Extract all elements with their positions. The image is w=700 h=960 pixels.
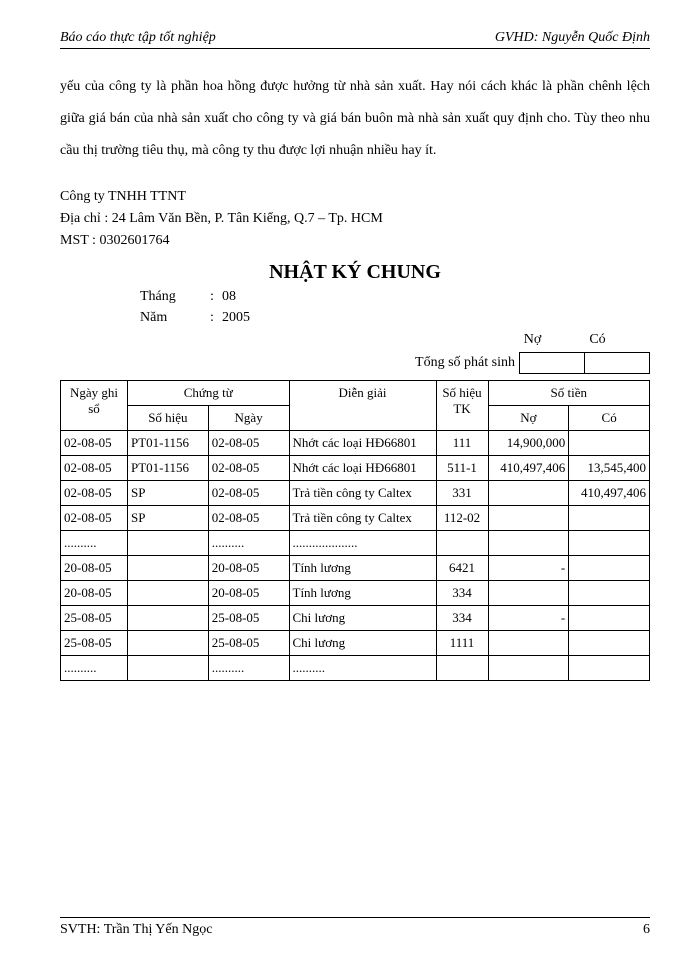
period-block: Tháng : 08 Năm : 2005 xyxy=(140,286,650,328)
body-paragraph: yếu của công ty là phần hoa hồng được hư… xyxy=(60,71,650,168)
page-footer: SVTH: Trần Thị Yến Ngọc 6 xyxy=(60,917,650,938)
th-acct: Số hiệu TK xyxy=(436,380,488,430)
table-row: 25-08-0525-08-05Chi lương1111 xyxy=(61,630,650,655)
journal-title: NHẬT KÝ CHUNG xyxy=(60,261,650,284)
year-value: 2005 xyxy=(222,307,250,328)
th-voucher: Chứng từ xyxy=(128,380,290,405)
footer-page-number: 6 xyxy=(643,922,650,938)
company-tax: MST : 0302601764 xyxy=(60,230,650,252)
total-label: Tổng số phát sinh xyxy=(415,355,515,371)
th-date: Ngày ghi sổ xyxy=(61,380,128,430)
th-debit: Nợ xyxy=(488,405,569,430)
th-credit: Có xyxy=(569,405,650,430)
header-left: Báo cáo thực tập tốt nghiệp xyxy=(60,30,216,46)
total-debit-box xyxy=(520,353,585,373)
total-credit-box xyxy=(585,353,649,373)
header-right: GVHD: Nguyễn Quốc Định xyxy=(495,30,650,46)
th-voucher-date: Ngày xyxy=(208,405,289,430)
table-row: 25-08-0525-08-05Chi lương334- xyxy=(61,605,650,630)
page-header: Báo cáo thực tập tốt nghiệp GVHD: Nguyễn… xyxy=(60,30,650,49)
company-address: Địa chỉ : 24 Lâm Văn Bền, P. Tân Kiểng, … xyxy=(60,208,650,230)
th-voucher-no: Số hiệu xyxy=(128,405,209,430)
month-label: Tháng xyxy=(140,286,210,307)
th-amount: Số tiền xyxy=(488,380,650,405)
table-row: 20-08-0520-08-05Tính lương6421- xyxy=(61,555,650,580)
journal-tbody: 02-08-05PT01-115602-08-05Nhớt các loại H… xyxy=(61,430,650,680)
document-page: Báo cáo thực tập tốt nghiệp GVHD: Nguyễn… xyxy=(0,0,700,960)
table-row: 02-08-05PT01-115602-08-05Nhớt các loại H… xyxy=(61,430,650,455)
table-row: ........................................ xyxy=(61,530,650,555)
journal-table: Ngày ghi sổ Chứng từ Diễn giải Số hiệu T… xyxy=(60,380,650,681)
total-row: Tổng số phát sinh xyxy=(60,352,650,374)
footer-left: SVTH: Trần Thị Yến Ngọc xyxy=(60,922,212,938)
month-value: 08 xyxy=(222,286,236,307)
year-label: Năm xyxy=(140,307,210,328)
table-row: .............................. xyxy=(61,655,650,680)
debit-credit-labels: Nợ Có xyxy=(60,332,650,348)
company-block: Công ty TNHH TTNT Địa chỉ : 24 Lâm Văn B… xyxy=(60,186,650,253)
table-row: 02-08-05SP02-08-05Trả tiền công ty Calte… xyxy=(61,505,650,530)
total-boxes xyxy=(519,352,650,374)
th-desc: Diễn giải xyxy=(289,380,436,430)
table-row: 20-08-0520-08-05Tính lương334 xyxy=(61,580,650,605)
credit-label: Có xyxy=(565,332,630,348)
table-row: 02-08-05PT01-115602-08-05Nhớt các loại H… xyxy=(61,455,650,480)
company-name: Công ty TNHH TTNT xyxy=(60,186,650,208)
debit-label: Nợ xyxy=(500,332,565,348)
table-row: 02-08-05SP02-08-05Trả tiền công ty Calte… xyxy=(61,480,650,505)
